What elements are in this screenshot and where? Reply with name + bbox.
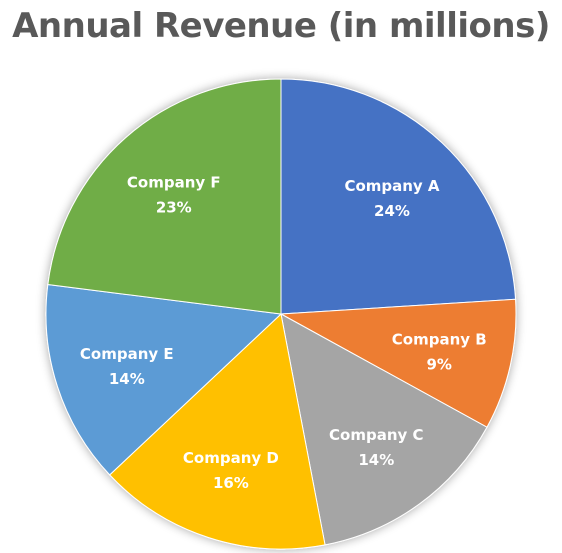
slice-label-company-b: Company B: [392, 330, 487, 348]
pie-slice-company-e: [45, 283, 283, 476]
slice-label-company-e: Company E: [80, 345, 174, 363]
slice-value-company-c: 14%: [358, 451, 394, 469]
pie-labels: Company A 24% Company B 9% Company C 14% Compa…: [80, 173, 487, 492]
slice-value-company-b: 9%: [427, 355, 452, 373]
pie-slice-company-f: [47, 78, 282, 315]
slice-value-company-a: 24%: [374, 202, 410, 220]
chart-title: Annual Revenue (in millions): [12, 6, 550, 46]
pie-slice-company-d: [108, 313, 326, 550]
slice-label-company-d: Company D: [183, 449, 279, 467]
slice-value-company-e: 14%: [109, 370, 145, 388]
slice-label-company-c: Company C: [329, 426, 424, 444]
slice-label-company-f: Company F: [127, 173, 221, 191]
slice-value-company-f: 23%: [156, 198, 192, 216]
pie-slice-company-a: [280, 78, 517, 315]
slice-value-company-d: 16%: [213, 474, 249, 492]
pie-slice-company-b: [279, 298, 517, 428]
pie-slices: [45, 78, 517, 550]
pie-slice-company-c: [280, 313, 488, 546]
slice-label-company-a: Company A: [344, 177, 439, 195]
